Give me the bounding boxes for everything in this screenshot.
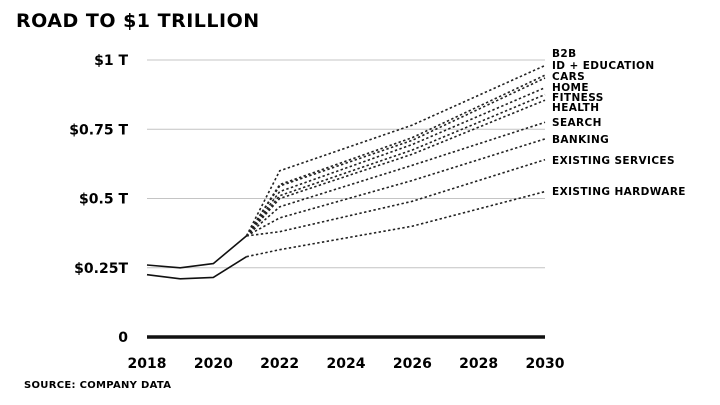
x-tick-label: 2026: [393, 356, 432, 372]
x-tick-label: 2018: [128, 356, 167, 372]
historical-lines: [146, 235, 248, 280]
series-label-id-education: ID + EDUCATION: [552, 60, 655, 72]
series-line-health: [245, 99, 546, 237]
y-tick-label: $0.75 T: [69, 122, 128, 138]
projection-lines: [245, 64, 546, 258]
series-label-existing-services: EXISTING SERVICES: [552, 155, 675, 167]
series-line-existing-services: [246, 158, 546, 237]
x-tick-label: 2022: [260, 356, 299, 372]
y-tick-label: 0: [118, 330, 128, 346]
series-label-banking: BANKING: [552, 134, 609, 146]
series-label-fitness: FITNESS: [552, 92, 604, 104]
series-label-cars: CARS: [552, 71, 585, 83]
y-axis-ticks: 0 $0.25T $0.5 T $0.75 T $1 T: [69, 53, 128, 346]
x-axis-ticks: 2018 2020 2022 2024 2026 2028 2030: [128, 356, 565, 372]
y-tick-label: $1 T: [94, 53, 128, 69]
series-line-fitness: [245, 93, 546, 237]
x-tick-label: 2020: [194, 356, 233, 372]
series-line-home: [245, 86, 546, 237]
chart-title: ROAD TO $1 TRILLION: [16, 10, 260, 32]
historical-line-1: [146, 235, 248, 269]
x-tick-label: 2030: [526, 356, 565, 372]
series-label-b2b: B2B: [552, 48, 577, 60]
series-label-existing-hardware: EXISTING HARDWARE: [552, 186, 686, 198]
series-line-existing-hardware: [246, 190, 546, 258]
series-label-home: HOME: [552, 82, 589, 94]
source-note: SOURCE: COMPANY DATA: [24, 380, 171, 391]
series-line-cars: [245, 77, 546, 237]
series-label-health: HEALTH: [552, 102, 599, 114]
historical-line-2: [146, 256, 247, 280]
x-tick-label: 2028: [459, 356, 498, 372]
series-line-search: [245, 121, 546, 237]
y-tick-label: $0.25T: [74, 261, 128, 277]
series-label-search: SEARCH: [552, 117, 602, 129]
series-line-banking: [246, 138, 546, 237]
x-tick-label: 2024: [327, 356, 366, 372]
y-tick-label: $0.5 T: [79, 192, 128, 208]
